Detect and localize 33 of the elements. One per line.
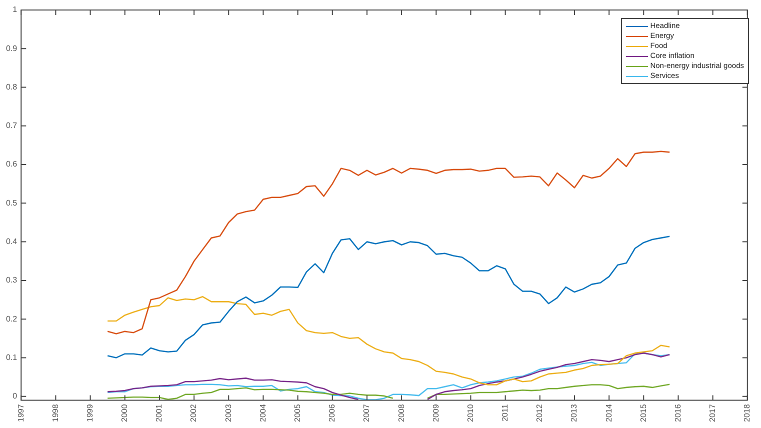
x-tick-label: 2012 <box>535 404 544 422</box>
x-tick-label: 2010 <box>466 404 475 422</box>
x-tick-label: 2004 <box>258 404 268 422</box>
x-tick-label: 2017 <box>708 404 718 422</box>
y-tick-label: 0 <box>12 392 18 401</box>
x-tick-label: 2006 <box>328 404 337 422</box>
y-tick-label: 0.9 <box>6 44 18 53</box>
x-tick-label: 1998 <box>50 404 60 422</box>
x-tick-label: 2003 <box>224 404 233 422</box>
x-tick-label: 2000 <box>120 404 130 422</box>
x-tick-label: 2014 <box>604 404 614 422</box>
y-tick-label: 0.2 <box>6 314 18 324</box>
y-tick-label: 0.3 <box>6 276 18 285</box>
x-tick-label: 2002 <box>189 404 198 422</box>
x-tick-label: 2011 <box>500 404 510 422</box>
x-tick-label: 1999 <box>85 404 94 422</box>
y-tick-label: 0.1 <box>6 352 18 362</box>
x-tick-label: 2013 <box>570 404 579 422</box>
y-tick-label: 0.6 <box>6 160 18 169</box>
x-tick-label: 2009 <box>431 404 440 422</box>
x-tick-label: 2001 <box>154 404 164 422</box>
y-tick-label: 0.8 <box>6 82 18 92</box>
x-tick-label: 1997 <box>16 404 26 422</box>
x-tick-label: 2016 <box>673 404 682 422</box>
x-tick-label: 2005 <box>293 404 302 422</box>
y-tick-label: 0.4 <box>6 237 18 246</box>
x-tick-label: 2007 <box>362 404 372 422</box>
x-tick-label: 2015 <box>638 404 648 422</box>
x-tick-label: 2018 <box>742 404 752 422</box>
y-tick-label: 0.5 <box>6 198 18 208</box>
x-tick-label: 2008 <box>396 404 406 422</box>
y-tick-label: 0.7 <box>6 121 18 130</box>
y-tick-label: 1 <box>12 5 18 14</box>
